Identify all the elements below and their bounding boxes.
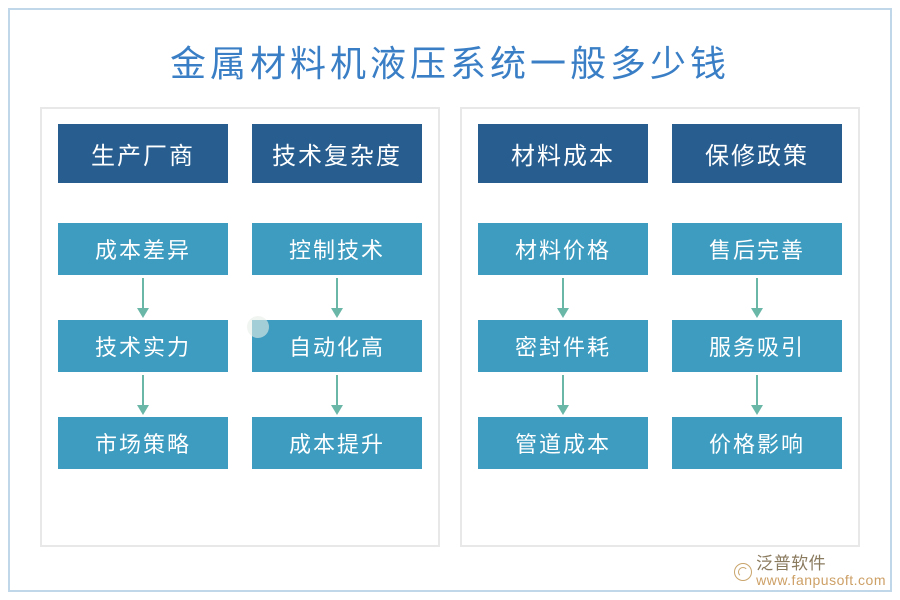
watermark-url: www.fanpusoft.com — [756, 573, 886, 588]
panel-right: 材料成本 材料价格 密封件耗 管道成本 保修政策 售后完善 服务吸引 价格影响 — [460, 107, 860, 547]
item-box: 控制技术 — [252, 223, 422, 275]
panels-container: 生产厂商 成本差异 技术实力 市场策略 技术复杂度 控制技术 自动化高 成本提升… — [10, 107, 890, 577]
faint-watermark-icon — [247, 316, 269, 338]
column: 生产厂商 成本差异 技术实力 市场策略 — [50, 124, 236, 530]
column: 保修政策 售后完善 服务吸引 价格影响 — [664, 124, 850, 530]
column-header: 技术复杂度 — [252, 124, 422, 183]
item-box: 成本差异 — [58, 223, 228, 275]
item-box: 价格影响 — [672, 417, 842, 469]
column-header: 生产厂商 — [58, 124, 228, 183]
column-header: 保修政策 — [672, 124, 842, 183]
page-title: 金属材料机液压系统一般多少钱 — [10, 10, 890, 107]
watermark-brand: 泛普软件 — [756, 555, 886, 573]
arrow-down-icon — [135, 275, 151, 320]
arrow-down-icon — [555, 275, 571, 320]
item-box: 成本提升 — [252, 417, 422, 469]
arrow-down-icon — [135, 372, 151, 417]
arrow-down-icon — [329, 372, 345, 417]
panel-left: 生产厂商 成本差异 技术实力 市场策略 技术复杂度 控制技术 自动化高 成本提升 — [40, 107, 440, 547]
arrow-down-icon — [329, 275, 345, 320]
item-box: 材料价格 — [478, 223, 648, 275]
column: 技术复杂度 控制技术 自动化高 成本提升 — [244, 124, 430, 530]
item-box: 自动化高 — [252, 320, 422, 372]
arrow-down-icon — [749, 275, 765, 320]
column-header: 材料成本 — [478, 124, 648, 183]
arrow-down-icon — [555, 372, 571, 417]
item-box: 技术实力 — [58, 320, 228, 372]
item-box: 市场策略 — [58, 417, 228, 469]
item-box: 售后完善 — [672, 223, 842, 275]
item-box: 密封件耗 — [478, 320, 648, 372]
outer-frame: 金属材料机液压系统一般多少钱 生产厂商 成本差异 技术实力 市场策略 技术复杂度… — [8, 8, 892, 592]
watermark-logo-icon — [734, 563, 752, 581]
item-box: 服务吸引 — [672, 320, 842, 372]
watermark: 泛普软件 www.fanpusoft.com — [734, 555, 886, 588]
watermark-text: 泛普软件 www.fanpusoft.com — [756, 555, 886, 588]
arrow-down-icon — [749, 372, 765, 417]
item-box: 管道成本 — [478, 417, 648, 469]
column: 材料成本 材料价格 密封件耗 管道成本 — [470, 124, 656, 530]
